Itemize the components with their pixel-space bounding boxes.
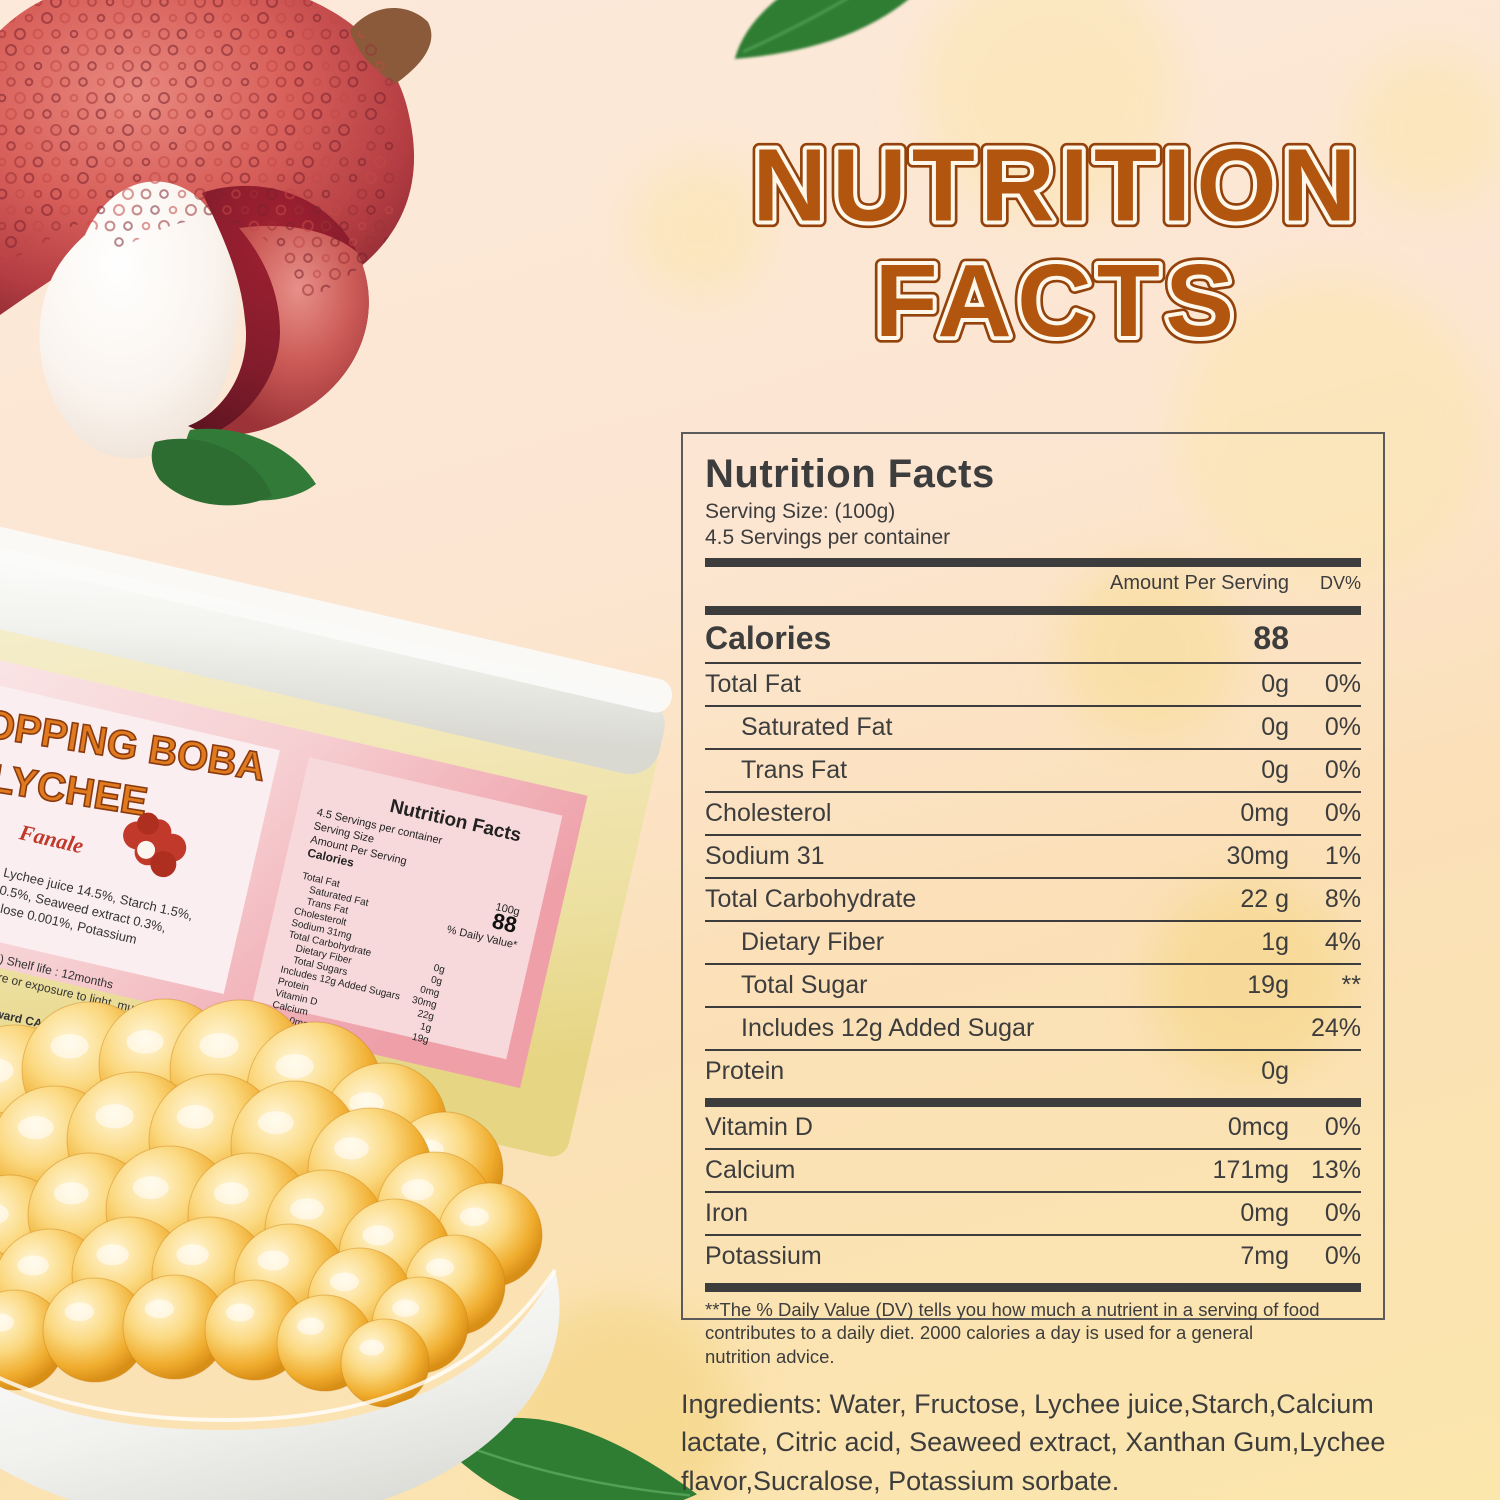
- svg-text:FACTS: FACTS: [875, 243, 1240, 358]
- svg-text:NUTRITION: NUTRITION: [752, 128, 1361, 243]
